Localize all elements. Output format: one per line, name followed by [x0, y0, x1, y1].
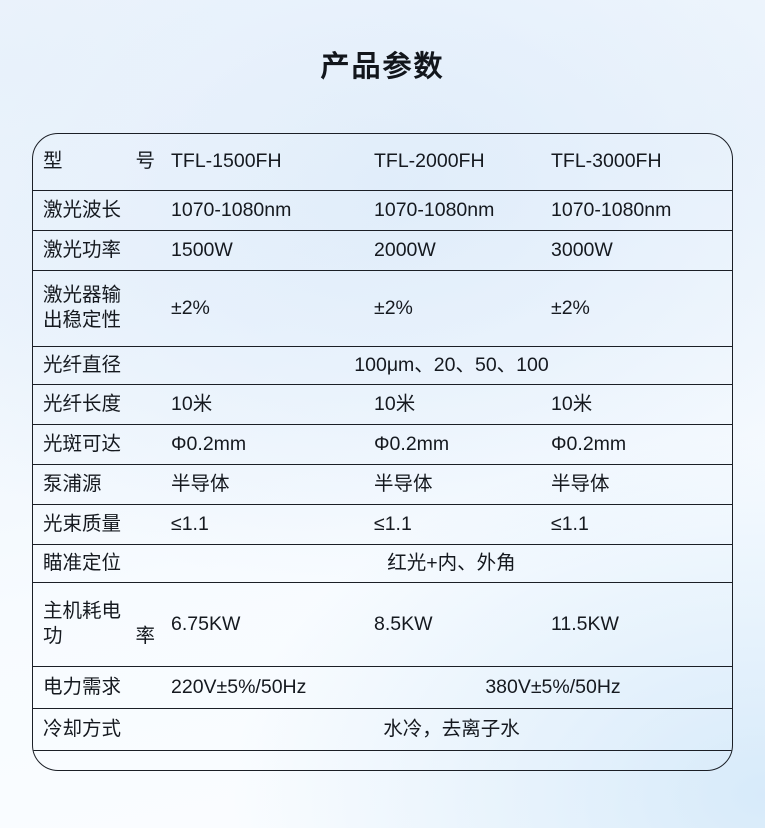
- page-title: 产品参数: [320, 51, 445, 83]
- row-label-fiber-diameter: 光纤直径: [33, 345, 161, 384]
- cell-pump-source-3: 半导体: [541, 463, 732, 504]
- cell-output-stability-3: ±2%: [541, 269, 732, 346]
- cell-spot-size-2: Φ0.2mm: [364, 423, 541, 464]
- model-label-char-1: 型: [43, 150, 63, 173]
- table-row-output-stability: 激光器输 出稳定性 ±2% ±2% ±2%: [33, 269, 732, 346]
- row-label-water-temperature: 水冷温度: [33, 749, 161, 770]
- table-row-laser-power: 激光功率 1500W 2000W 3000W: [33, 229, 732, 270]
- cell-beam-quality-2: ≤1.1: [364, 503, 541, 544]
- cell-laser-power-3: 3000W: [541, 229, 732, 270]
- row-label-spot-size: 光斑可达: [33, 423, 161, 464]
- output-stability-label-line1: 激光器输: [43, 284, 122, 307]
- cell-pump-source-2: 半导体: [364, 463, 541, 504]
- cell-output-stability-1: ±2%: [161, 269, 364, 346]
- table-row-fiber-diameter: 光纤直径 100μm、20、50、100: [33, 345, 732, 384]
- row-label-laser-power: 激光功率: [33, 229, 161, 270]
- row-label-cooling-method: 冷却方式: [33, 707, 161, 750]
- cell-wavelength-2: 1070-1080nm: [364, 189, 541, 230]
- cell-model-1500: TFL-1500FH: [171, 150, 282, 173]
- cell-power-consumption-3: 11.5KW: [541, 581, 732, 666]
- cell-laser-power-2: 2000W: [364, 229, 541, 270]
- cell-model-2000: TFL-2000FH: [374, 150, 485, 173]
- table-row-water-temperature: 水冷温度 27～33℃: [33, 749, 732, 770]
- table-row-pump-source: 泵浦源 半导体 半导体 半导体: [33, 463, 732, 504]
- cell-pump-source-1: 半导体: [161, 463, 364, 504]
- cell-electrical-merged-23: 380V±5%/50Hz: [364, 665, 732, 708]
- cell-water-temperature-merged: 27～33℃: [161, 749, 732, 770]
- cell-wavelength-3: 1070-1080nm: [541, 189, 732, 230]
- power-consumption-label-char-2: 率: [135, 625, 155, 647]
- cell-fiber-length-3: 10米: [541, 383, 732, 424]
- row-label-output-stability: 激光器输 出稳定性: [33, 269, 161, 346]
- table-row-fiber-length: 光纤长度 10米 10米 10米: [33, 383, 732, 424]
- spec-table-container: 型 号 TFL-1500FH TFL-2000FH TFL-3000FH 激光波…: [32, 133, 733, 771]
- table-row-wavelength: 激光波长 1070-1080nm 1070-1080nm 1070-1080nm: [33, 189, 732, 230]
- cell-output-stability-2: ±2%: [364, 269, 541, 346]
- row-label-aiming: 瞄准定位: [33, 543, 161, 582]
- cell-laser-power-1: 1500W: [161, 229, 364, 270]
- table-row-cooling-method: 冷却方式 水冷，去离子水: [33, 707, 732, 750]
- row-label-wavelength: 激光波长: [33, 189, 161, 230]
- row-label-pump-source: 泵浦源: [33, 463, 161, 504]
- cell-fiber-length-1: 10米: [161, 383, 364, 424]
- row-label-beam-quality: 光束质量: [33, 503, 161, 544]
- table-row-beam-quality: 光束质量 ≤1.1 ≤1.1 ≤1.1: [33, 503, 732, 544]
- cell-wavelength-1: 1070-1080nm: [161, 189, 364, 230]
- cell-aiming-merged: 红光+内、外角: [161, 543, 732, 582]
- cell-fiber-diameter-merged: 100μm、20、50、100: [161, 345, 732, 384]
- cell-power-consumption-2: 8.5KW: [364, 581, 541, 666]
- row-label-power-consumption: 主机耗电 功 率: [33, 581, 161, 666]
- power-consumption-label-line1: 主机耗电: [43, 600, 122, 623]
- row-label-model: 型 号: [33, 134, 161, 190]
- cell-model-3000: TFL-3000FH: [551, 150, 662, 173]
- table-row-power-consumption: 主机耗电 功 率 6.75KW 8.5KW 11.5KW: [33, 581, 732, 666]
- output-stability-label-line2: 出稳定性: [43, 309, 122, 331]
- cell-power-consumption-1: 6.75KW: [161, 581, 364, 666]
- table-row-model: 型 号 TFL-1500FH TFL-2000FH TFL-3000FH: [33, 134, 732, 190]
- table-row-electrical-requirement: 电力需求 220V±5%/50Hz 380V±5%/50Hz: [33, 665, 732, 708]
- cell-spot-size-1: Φ0.2mm: [161, 423, 364, 464]
- table-row-spot-size: 光斑可达 Φ0.2mm Φ0.2mm Φ0.2mm: [33, 423, 732, 464]
- cell-electrical-1: 220V±5%/50Hz: [161, 665, 364, 708]
- cell-fiber-length-2: 10米: [364, 383, 541, 424]
- model-label-char-2: 号: [135, 150, 155, 173]
- table-row-aiming: 瞄准定位 红光+内、外角: [33, 543, 732, 582]
- row-label-electrical-requirement: 电力需求: [33, 665, 161, 708]
- cell-cooling-method-merged: 水冷，去离子水: [161, 707, 732, 750]
- row-label-fiber-length: 光纤长度: [33, 383, 161, 424]
- power-consumption-label-char-1: 功: [43, 625, 63, 647]
- spec-table: 型 号 TFL-1500FH TFL-2000FH TFL-3000FH 激光波…: [33, 134, 732, 770]
- cell-spot-size-3: Φ0.2mm: [541, 423, 732, 464]
- cell-beam-quality-1: ≤1.1: [161, 503, 364, 544]
- cell-beam-quality-3: ≤1.1: [541, 503, 732, 544]
